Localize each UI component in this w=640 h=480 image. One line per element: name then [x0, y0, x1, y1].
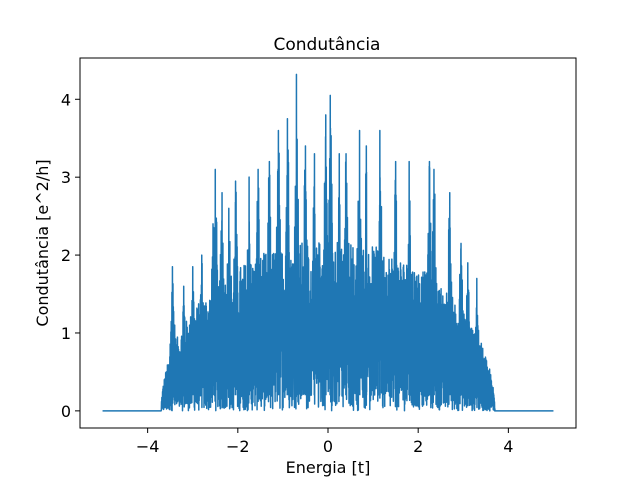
- y-tick-label: 1: [61, 324, 71, 343]
- y-tick-label: 2: [61, 246, 71, 265]
- y-tick-label: 4: [61, 90, 71, 109]
- x-tick-label: 0: [323, 437, 333, 456]
- chart-title: Condutância: [274, 35, 381, 55]
- x-tick-label: −2: [226, 437, 250, 456]
- y-tick-label: 3: [61, 168, 71, 187]
- y-axis-label: Condutância [e^2/h]: [33, 159, 52, 326]
- x-tick-label: −4: [136, 437, 160, 456]
- conductance-series-line: [101, 73, 555, 412]
- y-tick-label: 0: [61, 402, 71, 421]
- x-tick-label: 2: [413, 437, 423, 456]
- x-tick-label: 4: [503, 437, 513, 456]
- x-axis-label: Energia [t]: [286, 458, 371, 477]
